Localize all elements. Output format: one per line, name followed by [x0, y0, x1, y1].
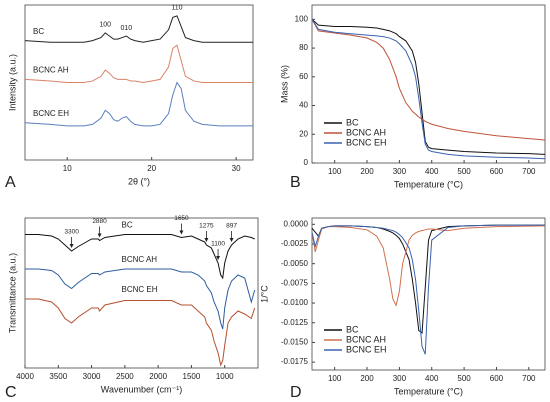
y-tick-label: -0.0075: [281, 278, 309, 287]
legend-label: BCNC EH: [346, 137, 387, 147]
series-label: BC: [33, 27, 44, 36]
arrow-head: [69, 244, 74, 248]
legend-label: BCNC AH: [346, 127, 386, 137]
y-tick-label: 60: [299, 72, 308, 81]
y-tick-label: -0.0150: [281, 338, 309, 347]
panel-letter: C: [5, 384, 17, 401]
y-tick-label: 100: [295, 14, 309, 23]
x-tick-label: 600: [490, 374, 504, 383]
x-tick-label: 30: [232, 164, 241, 173]
series-label: BCNC AH: [33, 66, 69, 75]
x-tick-label: 1000: [216, 372, 234, 381]
plot-frame: [24, 217, 259, 369]
x-tick-label: 200: [360, 167, 374, 176]
y-tick-label: 0.0000: [284, 219, 309, 228]
x-tick-label: 3000: [83, 372, 101, 381]
y-axis-label: 1/°C: [259, 285, 269, 303]
x-tick-label: 700: [522, 374, 536, 383]
x-tick-label: 300: [393, 167, 407, 176]
series-label: BCNC EH: [122, 285, 158, 294]
series-line: [25, 234, 255, 280]
arrow-head: [204, 238, 209, 242]
x-tick-label: 2000: [149, 372, 167, 381]
x-axis-label: Temperature (°C): [394, 179, 463, 189]
panel-letter: D: [290, 384, 302, 401]
legend-label: BC: [346, 117, 359, 127]
series-label: BCNC EH: [33, 109, 69, 118]
series-line: [311, 18, 546, 155]
annotation: 100: [99, 22, 111, 29]
annotation: 1100: [211, 241, 225, 248]
arrow-head: [229, 238, 234, 242]
series-label: BC: [122, 221, 133, 230]
panel-letter: A: [5, 174, 16, 191]
annotation: 3300: [64, 229, 79, 236]
x-tick-label: 10: [63, 164, 72, 173]
panel-letter: B: [290, 174, 301, 191]
y-tick-label: 40: [299, 101, 308, 110]
x-tick-label: 600: [490, 167, 504, 176]
legend-label: BCNC EH: [346, 344, 387, 354]
y-tick-label: -0.0125: [281, 318, 309, 327]
x-tick-label: 100: [328, 167, 342, 176]
x-axis-label: Temperature (°C): [394, 386, 463, 396]
y-tick-label: 20: [299, 129, 308, 138]
annotation: 897: [226, 223, 237, 230]
x-tick-label: 1500: [183, 372, 201, 381]
y-tick-label: 0: [304, 158, 309, 167]
arrow-head: [97, 233, 102, 238]
y-axis-label: Intensity (a.u.): [7, 54, 17, 111]
plot-frame: [311, 217, 546, 371]
x-tick-label: 20: [147, 164, 156, 173]
x-axis-label: Wavenumber (cm⁻¹): [101, 384, 182, 394]
x-tick-label: 200: [360, 374, 374, 383]
annotation: 2880: [92, 218, 107, 225]
arrow-head: [216, 256, 221, 260]
x-tick-label: 400: [425, 167, 439, 176]
y-tick-label: -0.0050: [281, 259, 309, 268]
series-line: [25, 268, 256, 330]
legend-label: BC: [346, 324, 359, 334]
y-axis-label: Mass (%): [279, 65, 289, 103]
series-line: [24, 44, 253, 84]
y-tick-label: -0.0100: [281, 298, 309, 307]
series-label: BCNC AH: [122, 255, 158, 264]
series-line: [24, 81, 253, 127]
series-line: [25, 298, 256, 367]
series-line: [311, 19, 546, 160]
x-tick-label: 3500: [49, 372, 67, 381]
x-tick-label: 300: [393, 374, 407, 383]
annotation: 110: [171, 5, 182, 12]
x-axis-label: 2θ (°): [128, 176, 150, 186]
y-tick-label: -0.0025: [281, 239, 309, 248]
series-line: [311, 224, 545, 355]
y-tick-label: 80: [299, 43, 308, 52]
plot-frame: [311, 4, 546, 164]
x-tick-label: 4000: [16, 372, 34, 381]
annotation: 1650: [174, 215, 189, 222]
x-tick-label: 500: [457, 374, 471, 383]
legend-label: BCNC AH: [346, 334, 386, 344]
annotation: 010: [120, 25, 132, 32]
series-line: [311, 224, 545, 334]
annotation: 1275: [199, 223, 214, 230]
x-tick-label: 400: [425, 374, 439, 383]
x-tick-label: 500: [457, 167, 471, 176]
series-line: [24, 15, 253, 43]
x-tick-label: 700: [522, 167, 536, 176]
x-tick-label: 100: [328, 374, 342, 383]
arrow-head: [179, 230, 184, 235]
series-line: [311, 19, 546, 141]
y-tick-label: -0.0175: [281, 357, 309, 366]
y-axis-label: Transmittance (a.u.): [7, 253, 17, 333]
x-tick-label: 2500: [116, 372, 134, 381]
